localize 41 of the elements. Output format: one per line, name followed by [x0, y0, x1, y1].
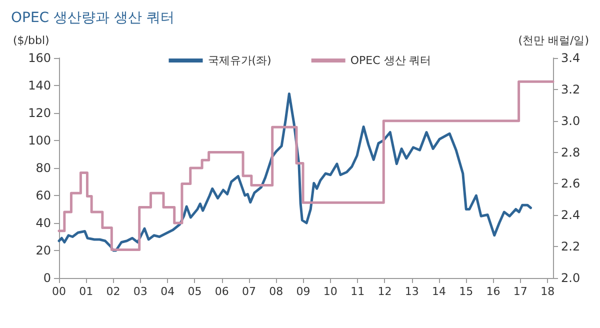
x-tick-label: 16: [486, 285, 500, 298]
y-axis-title: ($/bbl): [13, 34, 50, 47]
y-tick-label: 80: [36, 161, 51, 175]
x-tick-label: 03: [133, 285, 148, 298]
y-tick-label: 120: [28, 106, 51, 120]
x-tick-label: 01: [79, 285, 94, 298]
x-tick-label: 04: [160, 285, 175, 298]
x-tick-label: 06: [214, 285, 229, 298]
y2-tick-label: 2.8: [561, 145, 580, 160]
legend-label: 국제유가(좌): [208, 54, 272, 67]
y-tick-label: 60: [36, 188, 51, 202]
y2-axis-title: (천만 배럴/일): [518, 34, 589, 47]
x-tick-label: 12: [378, 285, 392, 298]
x-tick-label: 17: [513, 285, 528, 298]
x-tick-label: 14: [432, 285, 446, 298]
legend-label: OPEC 생산 쿼터: [350, 54, 432, 67]
x-tick-label: 00: [52, 285, 66, 298]
x-tick-label: 10: [323, 285, 338, 298]
y2-tick-label: 3.4: [561, 51, 580, 65]
y2-tick-label: 3.0: [561, 114, 580, 128]
x-tick-label: 15: [459, 285, 474, 298]
y-tick-label: 100: [28, 134, 51, 148]
x-tick-label: 07: [242, 285, 256, 298]
y2-tick-label: 2.0: [561, 271, 580, 285]
y-tick-label: 160: [28, 51, 51, 65]
x-tick-label: 05: [188, 285, 202, 298]
y2-tick-label: 2.2: [561, 240, 580, 254]
x-tick-label: 09: [296, 285, 310, 298]
y-tick-label: 20: [36, 244, 51, 258]
x-tick-label: 08: [269, 285, 284, 298]
x-tick-label: 11: [350, 285, 365, 298]
y2-tick-label: 2.6: [561, 176, 580, 191]
y-tick-label: 0: [43, 271, 51, 285]
chart-title: OPEC 생산량과 생산 쿼터: [11, 10, 174, 26]
y2-tick-label: 2.4: [561, 208, 580, 222]
x-tick-label: 18: [540, 285, 555, 298]
y2-tick-label: 3.2: [561, 82, 580, 96]
y-tick-label: 40: [36, 216, 51, 230]
x-tick-label: 13: [404, 285, 419, 298]
x-tick-label: 02: [106, 285, 120, 298]
y-tick-label: 140: [28, 78, 51, 92]
